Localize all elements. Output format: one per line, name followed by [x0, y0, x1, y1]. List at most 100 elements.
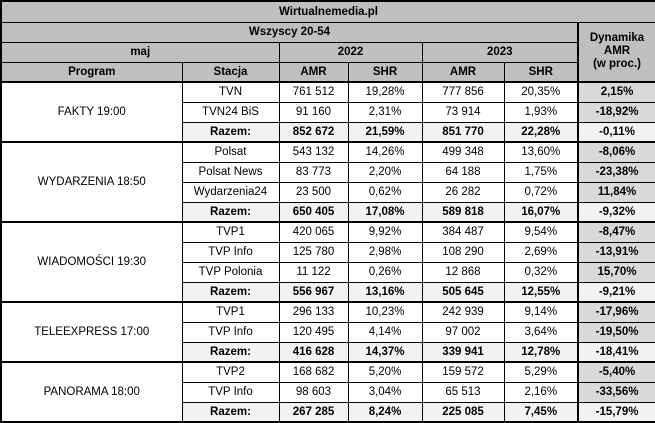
total-row: Razem: 416 628 14,37% 339 941 12,78% -18,41% — [1, 341, 655, 363]
station-row: FAKTY 19:00 TVN 761 512 19,28% 777 856 20,35%… — [0, 81, 655, 143]
amr-2022-cell: 91 160 — [278, 101, 349, 123]
amr-2023-cell: 26 282 — [421, 181, 505, 203]
station-cell: Polsat News — [181, 161, 280, 183]
program-cell: TELEEXPRESS 17:00 — [0, 301, 183, 363]
station-cell: TVP Info — [181, 321, 280, 343]
col-header-station: Stacja — [181, 61, 280, 83]
table-body: FAKTY 19:00 TVN 761 512 19,28% 777 856 20,35%… — [0, 81, 655, 423]
program-cell: PANORAMA 18:00 — [0, 361, 183, 423]
station-cell: Wydarzenia24 — [181, 181, 280, 203]
shr-2022-cell: 14,26% — [347, 141, 423, 163]
station-cell: TVP Polonia — [181, 261, 280, 283]
shr-2023-cell: 9,54% — [503, 221, 579, 243]
shr-2023-cell: 16,07% — [503, 201, 579, 223]
amr-2023-cell: 505 645 — [421, 281, 505, 303]
amr-2023-cell: 384 487 — [421, 221, 505, 243]
program-cell: WIADOMOŚCI 19:30 — [0, 221, 183, 303]
shr-2023-cell: 2,69% — [503, 241, 579, 263]
dynamics-cell: 11,84% — [576, 181, 655, 203]
station-row: WYDARZENIA 18:50 Polsat 543 132 14,26% 499 3… — [0, 141, 655, 223]
amr-2022-cell: 23 500 — [278, 181, 349, 203]
dynamics-cell: -18,41% — [576, 341, 655, 363]
amr-2022-cell: 267 285 — [278, 401, 349, 423]
dynamics-cell: -17,96% — [576, 301, 655, 323]
dynamics-cell: -9,32% — [576, 201, 655, 223]
dynamics-cell: -0,11% — [576, 121, 655, 143]
shr-2022-cell: 8,24% — [347, 401, 423, 423]
amr-2023-cell: 73 914 — [421, 101, 505, 123]
shr-2022-cell: 13,16% — [347, 281, 423, 303]
month-label: maj — [0, 41, 280, 63]
amr-2022-cell: 420 065 — [278, 221, 349, 243]
dynamics-cell: -5,40% — [576, 361, 655, 383]
amr-2023-cell: 339 941 — [421, 341, 505, 363]
col-header-amr-2023: AMR — [421, 61, 505, 83]
shr-2023-cell: 0,72% — [503, 181, 579, 203]
table-title: Wirtualnemedia.pl — [0, 0, 655, 23]
amr-2022-cell: 761 512 — [278, 81, 349, 103]
dynamics-cell: -13,91% — [576, 241, 655, 263]
shr-2022-cell: 2,31% — [347, 101, 423, 123]
shr-2022-cell: 9,92% — [347, 221, 423, 243]
shr-2023-cell: 12,55% — [503, 281, 579, 303]
station-cell: TVN — [181, 81, 280, 103]
dynamics-cell: 2,15% — [576, 81, 655, 103]
shr-2023-cell: 9,14% — [503, 301, 579, 323]
col-header-program: Program — [0, 61, 183, 83]
station-cell: TVN24 BiS — [181, 101, 280, 123]
amr-2023-cell: 851 770 — [421, 121, 505, 143]
station-cell: TVP2 — [181, 361, 280, 383]
amr-2022-cell: 296 133 — [278, 301, 349, 323]
station-cell: Razem: — [181, 401, 280, 423]
dynamics-header-line3: (w proc.) — [593, 58, 641, 71]
dynamics-cell: -33,56% — [576, 381, 655, 403]
column-header-row: Program Stacja AMR SHR AMR SHR — [0, 61, 655, 83]
total-row: Razem: 650 405 17,08% 589 818 16,07% -9,32% — [1, 201, 655, 223]
station-row: TVN24 BiS 91 160 2,31% 73 914 1,93% -18,92% — [1, 101, 655, 123]
shr-2022-cell: 3,04% — [347, 381, 423, 403]
program-cell: WYDARZENIA 18:50 — [0, 141, 183, 223]
station-cell: Razem: — [181, 341, 280, 363]
amr-2023-cell: 242 939 — [421, 301, 505, 323]
amr-2023-cell: 777 856 — [421, 81, 505, 103]
shr-2022-cell: 10,23% — [347, 301, 423, 323]
program-cell: FAKTY 19:00 — [0, 81, 183, 143]
amr-2023-cell: 65 513 — [421, 381, 505, 403]
station-cell: Razem: — [181, 281, 280, 303]
station-cell: Razem: — [181, 201, 280, 223]
station-cell: Polsat — [181, 141, 280, 163]
amr-2022-cell: 650 405 — [278, 201, 349, 223]
amr-2022-cell: 543 132 — [278, 141, 349, 163]
station-row: WIADOMOŚCI 19:30 TVP1 420 065 9,92% 384 487 9… — [0, 221, 655, 303]
shr-2022-cell: 19,28% — [347, 81, 423, 103]
station-cell: TVP Info — [181, 381, 280, 403]
station-row: Wydarzenia24 23 500 0,62% 26 282 0,72% 11,84% — [1, 181, 655, 203]
shr-2022-cell: 21,59% — [347, 121, 423, 143]
dynamics-header-line2: AMR — [603, 45, 631, 58]
dynamics-cell: -19,50% — [576, 321, 655, 343]
year-row: maj 2022 2023 — [0, 41, 655, 63]
title-row: Wirtualnemedia.pl — [0, 0, 655, 23]
amr-2022-cell: 125 780 — [278, 241, 349, 263]
shr-2023-cell: 1,75% — [503, 161, 579, 183]
shr-2023-cell: 20,35% — [503, 81, 579, 103]
station-row: TELEEXPRESS 17:00 TVP1 296 133 10,23% 242 93… — [0, 301, 655, 363]
shr-2023-cell: 5,29% — [503, 361, 579, 383]
shr-2023-cell: 0,32% — [503, 261, 579, 283]
shr-2022-cell: 0,26% — [347, 261, 423, 283]
amr-2023-cell: 12 868 — [421, 261, 505, 283]
amr-2022-cell: 852 672 — [278, 121, 349, 143]
station-row: TVP Info 98 603 3,04% 65 513 2,16% -33,56% — [1, 381, 655, 403]
shr-2022-cell: 2,98% — [347, 241, 423, 263]
amr-2023-cell: 97 002 — [421, 321, 505, 343]
dynamics-header-line1: Dynamika — [589, 32, 645, 45]
amr-2022-cell: 168 682 — [278, 361, 349, 383]
dynamics-cell: -23,38% — [576, 161, 655, 183]
total-row: Razem: 556 967 13,16% 505 645 12,55% -9,21% — [1, 281, 655, 303]
station-row: TVP Info 120 495 4,14% 97 002 3,64% -19,50% — [1, 321, 655, 343]
amr-2022-cell: 120 495 — [278, 321, 349, 343]
dynamics-cell: -18,92% — [576, 101, 655, 123]
shr-2022-cell: 5,20% — [347, 361, 423, 383]
station-cell: TVP1 — [181, 221, 280, 243]
